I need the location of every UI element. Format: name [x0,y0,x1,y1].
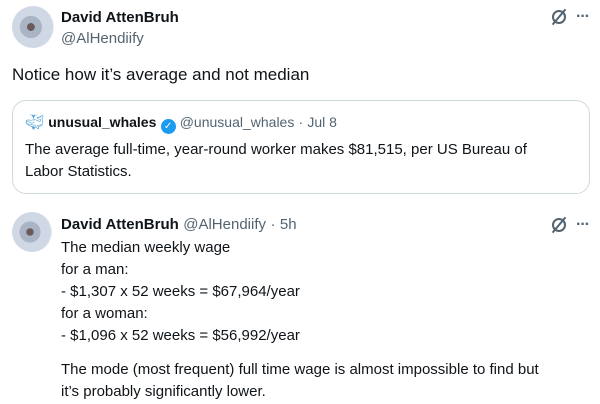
author-name[interactable]: David AttenBruh [61,9,179,26]
author-handle[interactable]: @AlHendiify [61,30,144,47]
tweet-text: Notice how it’s average and not median [12,65,310,84]
quoted-tweet-text: The average full-time, year-round worker… [25,141,527,180]
reply-line: it’s probably significantly lower. [61,383,266,400]
more-icon[interactable]: ··· [576,216,590,233]
verified-badge-icon: ✓ [160,119,176,134]
reply-header: David AttenBruh @AlHendiify · 5h [61,216,297,234]
reply-time[interactable]: 5h [279,216,297,233]
reply-line: The mode (most frequent) full time wage … [61,361,539,378]
more-icon[interactable]: ··· [576,8,590,25]
quoted-author-handle[interactable]: @unusual_whales [179,114,295,130]
separator: · [270,216,276,233]
reply-line: for a man: [61,261,129,278]
quoted-date[interactable]: Jul 8 [307,114,337,130]
reply-line [61,347,591,359]
quoted-tweet-card[interactable]: 🐳︎ unusual_whales ✓ @unusual_whales · Ju… [12,100,590,194]
reply-actions: ··· [552,216,590,233]
reply-line: - $1,096 x 52 weeks = $56,992/year [61,327,300,344]
whale-avatar-icon: 🐳︎ [25,114,45,131]
tweet-actions: ··· [552,8,590,25]
reply-author-handle[interactable]: @AlHendiify [183,216,266,233]
avatar[interactable] [12,6,54,48]
reply-text: The median weekly wage for a man: - $1,3… [61,237,591,403]
reply-line: The median weekly wage [61,239,231,256]
reply-author-name[interactable]: David AttenBruh [61,216,179,233]
quoted-tweet-header: 🐳︎ unusual_whales ✓ @unusual_whales · Ju… [25,113,337,134]
reply-avatar[interactable] [12,212,52,252]
grok-icon[interactable] [552,218,566,232]
quoted-author-name[interactable]: unusual_whales [48,114,157,130]
separator: · [298,114,304,130]
reply-line: - $1,307 x 52 weeks = $67,964/year [61,283,300,300]
reply-line: for a woman: [61,305,148,322]
grok-icon[interactable] [552,10,566,24]
